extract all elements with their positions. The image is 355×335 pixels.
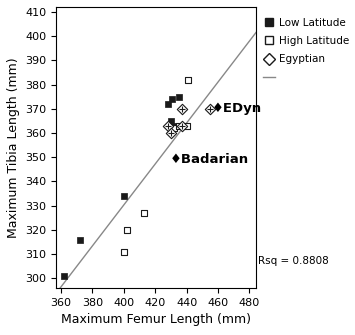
Point: [121, 193, 127, 199]
Text: Rsq = 0.8808: Rsq = 0.8808: [258, 256, 328, 266]
Point: [168, 130, 174, 136]
Point: [179, 106, 185, 112]
Legend: Low Latitude, High Latitude, Egyptian,   : Low Latitude, High Latitude, Egyptian,: [263, 18, 350, 83]
Point: [165, 101, 171, 107]
Point: [171, 125, 177, 131]
Point: [165, 123, 171, 128]
Point: [184, 123, 190, 128]
Text: ♦EDyn: ♦EDyn: [212, 102, 262, 115]
Point: [124, 227, 130, 232]
Point: [170, 96, 175, 102]
Point: [77, 237, 83, 242]
Point: [176, 123, 181, 128]
Y-axis label: Maximum Tibia Length (mm): Maximum Tibia Length (mm): [7, 57, 20, 238]
Point: [262, 19, 268, 24]
Point: [179, 123, 185, 128]
Point: [185, 77, 191, 82]
X-axis label: Maximum Femur Length (mm): Maximum Femur Length (mm): [61, 313, 251, 326]
Point: [141, 210, 147, 216]
Point: [168, 130, 174, 136]
Point: [207, 106, 213, 112]
Point: [165, 123, 171, 128]
Text: ♦Badarian: ♦Badarian: [169, 153, 248, 166]
Point: [176, 94, 181, 99]
Point: [179, 123, 185, 128]
Point: [179, 106, 185, 112]
Point: [168, 118, 174, 124]
Point: [121, 249, 127, 254]
Point: [61, 273, 67, 279]
Point: [171, 123, 177, 128]
Point: [207, 106, 213, 112]
